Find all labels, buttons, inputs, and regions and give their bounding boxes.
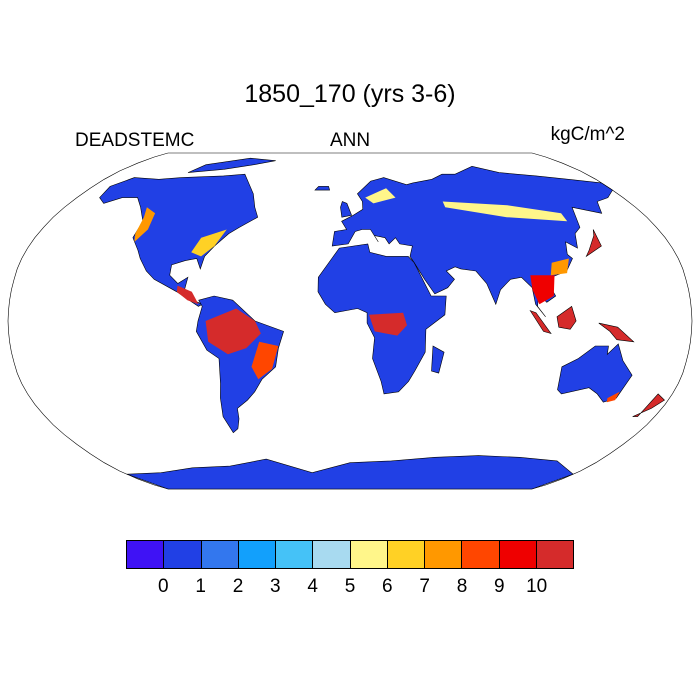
hotspot-tasmania-se-aus [606, 391, 620, 403]
colorbar-labels: 0 1 2 3 4 5 6 7 8 9 10 [126, 576, 574, 600]
colorbar-tick-label: 8 [456, 576, 468, 597]
land-iceland [314, 186, 330, 191]
hotspot-central-america [176, 285, 199, 305]
colorbar-box [313, 541, 351, 568]
colorbar-tick-label: 3 [270, 576, 281, 597]
land-great-britain [340, 201, 353, 218]
colorbar-tick-label: 4 [307, 576, 318, 597]
colorbar-box [238, 541, 276, 568]
hotspot-siberia-belt [442, 201, 568, 222]
colorbar-box [350, 541, 388, 568]
colorbar-box [499, 541, 537, 568]
land-arctic-islands [187, 157, 276, 173]
colorbar-tick-label: 0 [158, 576, 169, 597]
hotspot-congo-forest [369, 312, 407, 336]
plot-title: 1850_170 (yrs 3-6) [244, 80, 456, 108]
hotspot-eastern-us [191, 229, 227, 257]
hotspot-pacific-northwest [134, 207, 156, 242]
season-label: ANN [329, 130, 371, 151]
land-antarctica [126, 455, 574, 490]
colorbar-tick-label: 5 [344, 576, 356, 597]
land-sumatra [529, 310, 552, 335]
colorbar-tick-label: 1 [195, 576, 206, 597]
land-new-guinea [598, 322, 635, 343]
units-label: kgC/m^2 [550, 124, 625, 145]
variable-label: DEADSTEMC [75, 130, 195, 151]
colorbar-box [425, 541, 463, 568]
hotspot-southeast-asia [530, 275, 555, 305]
hotspot-atlantic-forest [251, 341, 279, 380]
colorbar-tick-label: 9 [494, 576, 505, 597]
land-japan [585, 229, 602, 258]
colorbar-box [164, 541, 202, 568]
land-borneo [556, 305, 577, 330]
land-new-zealand [632, 393, 665, 417]
colorbar-tick-label: 10 [526, 576, 548, 597]
colorbar-box [127, 541, 165, 568]
colorbar-box [536, 541, 573, 568]
colorbar-box [387, 541, 425, 568]
colorbar-box [201, 541, 239, 568]
hotspot-amazon-forest [205, 308, 261, 355]
colorbar-tick-label: 2 [232, 576, 244, 597]
colorbar-box [276, 541, 314, 568]
colorbar-tick-label: 6 [382, 576, 393, 597]
land-australia [557, 343, 633, 403]
colorbar [126, 540, 574, 569]
colorbar-box [462, 541, 500, 568]
land-madagascar [431, 345, 445, 374]
colorbar-tick-label: 7 [419, 576, 430, 597]
hotspot-southern-china [550, 258, 569, 276]
hotspot-scandinavia [365, 188, 396, 204]
